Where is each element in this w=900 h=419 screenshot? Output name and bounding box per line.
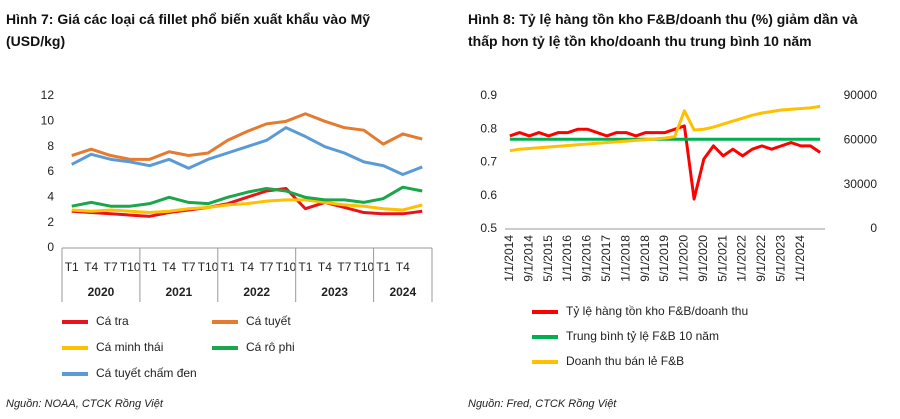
series-line bbox=[71, 185, 423, 208]
x-tick-label: 1/1/2016 bbox=[560, 235, 574, 282]
y2-tick-label: 30000 bbox=[844, 177, 878, 191]
x-tick-label: T1 bbox=[143, 260, 157, 274]
x-tick-label: 9/1/2014 bbox=[521, 235, 535, 282]
x-tick-label: 9/1/2022 bbox=[754, 235, 768, 282]
group-label: 2023 bbox=[321, 285, 348, 299]
group-label: 2021 bbox=[165, 285, 192, 299]
y-tick-label: 12 bbox=[41, 88, 55, 102]
legend-label: Cá rô phi bbox=[246, 340, 295, 354]
y-tick-label: 10 bbox=[41, 114, 55, 128]
y-tick-label: 0.9 bbox=[480, 88, 497, 102]
y-tick-label: 8 bbox=[47, 139, 54, 153]
source: Nguồn: NOAA, CTCK Rồng Việt bbox=[6, 398, 163, 410]
legend-label: Cá tuyết bbox=[246, 314, 291, 328]
series-line bbox=[71, 198, 423, 215]
x-tick-label: T10 bbox=[120, 260, 141, 274]
y-tick-label: 0 bbox=[47, 240, 54, 254]
x-tick-label: 5/1/2017 bbox=[599, 235, 613, 282]
y-tick-label: 0.8 bbox=[480, 121, 497, 135]
x-tick-label: T4 bbox=[162, 260, 176, 274]
x-tick-label: 1/1/2022 bbox=[735, 235, 749, 282]
x-tick-label: T1 bbox=[65, 260, 79, 274]
x-tick-label: T7 bbox=[259, 260, 273, 274]
x-tick-label: T7 bbox=[337, 260, 351, 274]
x-tick-label: T4 bbox=[396, 260, 410, 274]
x-tick-label: T1 bbox=[221, 260, 235, 274]
x-tick-label: T1 bbox=[298, 260, 312, 274]
series-line bbox=[71, 186, 423, 218]
x-tick-label: 1/1/2014 bbox=[502, 235, 516, 282]
x-tick-label: 5/1/2019 bbox=[657, 235, 671, 282]
x-tick-label: T4 bbox=[318, 260, 332, 274]
legend-label: Doanh thu bán lẻ F&B bbox=[566, 354, 684, 368]
legend-label: Cá tuyết chấm đen bbox=[96, 366, 197, 380]
x-tick-label: 1/1/2020 bbox=[677, 235, 691, 282]
y-tick-label: 0.6 bbox=[480, 188, 497, 202]
y-tick-label: 0.5 bbox=[480, 221, 497, 235]
x-tick-label: T1 bbox=[376, 260, 390, 274]
x-tick-label: T10 bbox=[198, 260, 219, 274]
group-label: 2022 bbox=[243, 285, 270, 299]
x-tick-label: T7 bbox=[182, 260, 196, 274]
series-line bbox=[509, 104, 821, 153]
x-tick-label: T10 bbox=[276, 260, 297, 274]
y-tick-label: 2 bbox=[47, 215, 54, 229]
y2-tick-label: 60000 bbox=[844, 133, 878, 147]
legend-label: Trung bình tỷ lệ F&B 10 năm bbox=[566, 329, 719, 343]
x-tick-label: 5/1/2015 bbox=[541, 235, 555, 282]
group-label: 2024 bbox=[389, 285, 416, 299]
chart-title: Hình 8: Tỷ lệ hàng tồn kho F&B/doanh thu… bbox=[468, 11, 858, 49]
x-tick-label: T4 bbox=[240, 260, 254, 274]
x-tick-label: T7 bbox=[104, 260, 118, 274]
y-tick-label: 4 bbox=[47, 190, 54, 204]
series-line bbox=[509, 124, 821, 201]
x-tick-label: 5/1/2021 bbox=[715, 235, 729, 282]
chart-title: Hình 7: Giá các loại cá fillet phổ biến … bbox=[6, 11, 371, 49]
y-tick-label: 6 bbox=[47, 164, 54, 178]
x-tick-label: T10 bbox=[353, 260, 374, 274]
source: Nguồn: Fred, CTCK Rồng Việt bbox=[468, 398, 617, 410]
x-tick-label: 9/1/2020 bbox=[696, 235, 710, 282]
group-label: 2020 bbox=[88, 285, 115, 299]
x-tick-label: T4 bbox=[84, 260, 98, 274]
legend-label: Cá tra bbox=[96, 314, 129, 328]
x-tick-label: 9/1/2018 bbox=[638, 235, 652, 282]
y-tick-label: 0.7 bbox=[480, 155, 497, 169]
y2-tick-label: 0 bbox=[870, 221, 877, 235]
x-tick-label: 9/1/2016 bbox=[580, 235, 594, 282]
x-tick-label: 5/1/2023 bbox=[774, 235, 788, 282]
y2-tick-label: 90000 bbox=[844, 88, 878, 102]
series-line bbox=[71, 126, 423, 177]
legend-label: Cá minh thái bbox=[96, 340, 163, 354]
series-line bbox=[71, 112, 423, 161]
x-tick-label: 1/1/2024 bbox=[793, 235, 807, 282]
legend-label: Tỷ lệ hàng tồn kho F&B/doanh thu bbox=[566, 304, 748, 318]
x-tick-label: 1/1/2018 bbox=[618, 235, 632, 282]
